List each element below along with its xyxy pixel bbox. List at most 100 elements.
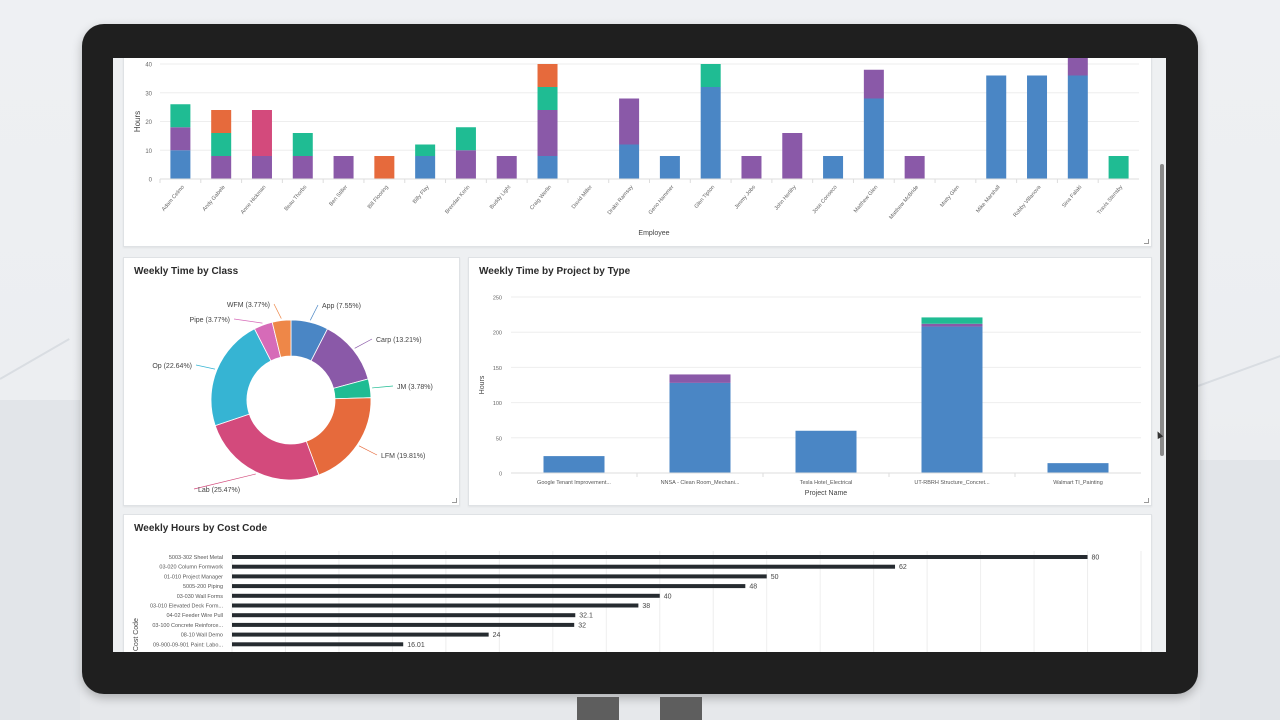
donut-slice[interactable] [271,319,292,358]
bar-segment[interactable] [1067,75,1088,180]
bar-segment[interactable] [782,133,803,179]
bar-segment[interactable] [415,144,436,157]
bar-segment[interactable] [333,156,354,179]
x-tick-label: Sina Falaki [1061,184,1083,209]
bar-segment[interactable] [292,133,313,156]
y-tick-label: 03-020 Column Formwork [159,565,223,571]
resize-handle[interactable] [452,498,457,503]
hbar[interactable] [232,642,404,647]
bar-segment[interactable] [795,430,857,473]
bar-segment[interactable] [619,98,640,145]
bar-segment[interactable] [1027,75,1048,180]
x-tick-label: Andy Gabele [202,184,227,212]
bar-segment[interactable] [251,110,272,156]
donut-slice[interactable] [305,397,372,476]
resize-handle[interactable] [1144,498,1149,503]
bar-segment[interactable] [170,150,191,179]
bar-segment[interactable] [863,98,884,180]
bar-segment[interactable] [496,156,517,179]
x-tick-label: Billy Flay [412,184,431,205]
hbar[interactable] [232,584,746,589]
x-tick-label: Walmart TI_Painting [1053,480,1103,486]
bar-segment[interactable] [741,156,762,179]
x-tick-label: Ben Stiller [328,184,349,207]
bar-segment[interactable] [921,323,983,327]
bar-segment[interactable] [211,133,232,156]
monitor-stand-left [577,697,619,720]
y-tick-label: 01-010 Project Manager [164,574,223,580]
bar-value-label: 32 [578,622,586,629]
x-tick-label: Matty Glen [939,184,961,208]
y-tick-label: 03-010 Elevated Deck Form... [150,604,224,610]
x-tick-label: Drake Ramsay [607,184,635,216]
bar-segment[interactable] [211,110,232,133]
bar-segment[interactable] [374,156,395,179]
bar-segment[interactable] [292,156,313,179]
y-tick-label: 04-02 Feeder Wire Pull [166,613,223,619]
bar-segment[interactable] [543,456,605,473]
label-connector [193,473,256,490]
vertical-scrollbar[interactable] [1159,58,1165,652]
donut-slice[interactable] [214,413,320,481]
project-time-card: Weekly Time by Project by Type 0 50 100 150… [468,257,1152,506]
bar-segment[interactable] [537,64,558,87]
bar-segment[interactable] [659,156,680,179]
label-connector [354,338,373,349]
bar-segment[interactable] [904,156,925,179]
bar-segment[interactable] [537,110,558,156]
bar-value-label: 48 [749,584,757,591]
bar-value-label: 24 [493,632,501,639]
hbar[interactable] [232,603,639,608]
bar-segment[interactable] [823,156,844,179]
x-axis-label: Employee [638,230,669,237]
label-connector [309,304,319,321]
y-tick-label: 5005-200 Piping [183,584,223,590]
resize-handle[interactable] [1144,239,1149,244]
costcode-hours-card: Weekly Hours by Cost Code Cost Code 5003-… [123,514,1152,652]
hbar[interactable] [232,555,1088,559]
card-title: Weekly Time by Project by Type [479,266,631,277]
monitor-stand-right [660,697,702,720]
slice-label: Carp (13.21%) [376,337,422,344]
background-building [1200,460,1280,720]
bar-segment[interactable] [1108,156,1129,179]
y-tick-label: 09-900-09-901 Paint: Labo... [153,642,223,648]
x-tick-label: Mike Marshall [975,184,1001,214]
bar-segment[interactable] [669,382,731,473]
bar-segment[interactable] [211,156,232,179]
label-connector [233,318,263,324]
hbar[interactable] [232,564,896,569]
bar-segment[interactable] [455,127,476,151]
x-tick-label: Beau Thorbs [284,184,309,212]
bar-segment[interactable] [700,87,721,179]
hbar[interactable] [232,622,575,627]
bar-segment[interactable] [455,150,476,179]
y-tick-label: 150 [493,366,502,372]
bar-segment[interactable] [700,64,721,87]
bar-segment[interactable] [669,374,731,383]
bar-segment[interactable] [1067,58,1088,76]
hbar[interactable] [232,574,767,579]
bar-segment[interactable] [170,104,191,128]
scrollbar-thumb[interactable] [1160,164,1164,456]
hbar[interactable] [232,632,489,637]
bar-segment[interactable] [251,156,272,179]
bar-segment[interactable] [619,144,640,180]
bar-segment[interactable] [986,75,1007,180]
bar-segment[interactable] [1047,463,1109,473]
bar-segment[interactable] [537,87,558,110]
bar-segment[interactable] [537,156,558,179]
bar-segment[interactable] [170,127,191,151]
x-tick-label: Matthew Glen [853,184,879,214]
bar-segment[interactable] [863,69,884,99]
hbar[interactable] [232,613,576,618]
label-connector [195,364,216,370]
hbar[interactable] [232,593,660,598]
costcode-hbar-chart: Cost Code 5003-302 Sheet Metal 80 03-020 Co… [133,551,1142,652]
x-tick-label: Tesla Hotel_Electrical [800,480,853,486]
bar-segment[interactable] [921,326,983,473]
x-tick-label: Bill Flooring [367,184,390,210]
bar-segment[interactable] [415,156,436,179]
bar-segment[interactable] [921,317,983,324]
y-axis-label: Hours [479,375,486,394]
